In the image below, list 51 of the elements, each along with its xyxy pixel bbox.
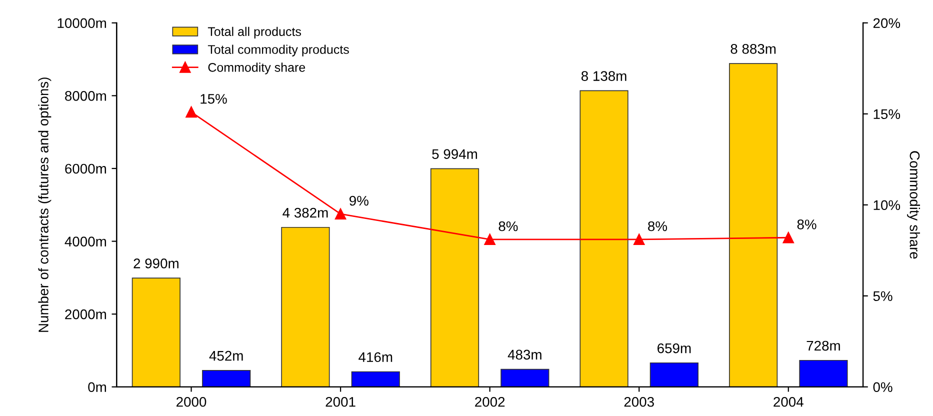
- legend-label: Total all products: [208, 26, 301, 38]
- legend-label: Commodity share: [208, 62, 306, 74]
- x-tick-label: 2003: [624, 396, 654, 407]
- y-axis-title: Number of contracts (futures and options): [38, 78, 52, 332]
- y-tick-label: 8000m: [65, 91, 106, 101]
- legend-label: Total commodity products: [208, 44, 349, 56]
- bar: [729, 63, 778, 387]
- y2-tick-label: 5%: [873, 291, 892, 302]
- data-label: 452m: [209, 350, 243, 361]
- point: [186, 106, 197, 118]
- bar: [132, 278, 180, 387]
- data-label: 4 382m: [282, 208, 328, 218]
- y-tick-label: 10000m: [58, 18, 106, 28]
- y-tick-label: 6000m: [65, 164, 106, 174]
- x-tick-label: 2000: [176, 396, 206, 407]
- point: [634, 234, 645, 246]
- y2-tick-label: 10%: [874, 200, 900, 210]
- y2-tick-label: 0%: [873, 382, 892, 392]
- y2-axis-title: Commodity share: [907, 151, 920, 259]
- bar: [351, 371, 400, 387]
- data-label: 5 994m: [432, 149, 477, 160]
- bar: [430, 168, 480, 387]
- data-label: 8%: [498, 221, 518, 232]
- x-tick-label: 2001: [326, 396, 356, 407]
- data-label: 8%: [648, 221, 668, 232]
- x-tick-label: 2004: [774, 396, 804, 407]
- y2-tick-label: 20%: [873, 18, 900, 28]
- data-label: 2 990m: [134, 258, 178, 268]
- data-label: 8 883m: [730, 44, 776, 54]
- data-label: 483m: [508, 350, 542, 360]
- bar: [202, 370, 251, 387]
- data-label: 8%: [797, 220, 816, 230]
- x-tick-label: 2002: [475, 396, 505, 407]
- bar: [580, 90, 628, 387]
- y-tick-label: 0m: [88, 382, 106, 392]
- y-tick-label: 4000m: [64, 236, 106, 246]
- data-label: 416m: [358, 352, 392, 362]
- data-label: 15%: [200, 94, 227, 104]
- y2-tick-label: 15%: [874, 109, 900, 120]
- point: [782, 232, 794, 244]
- data-label: 659m: [658, 343, 691, 354]
- data-label: 9%: [350, 196, 368, 206]
- point: [484, 234, 496, 246]
- bar: [799, 360, 848, 387]
- point: [334, 208, 346, 220]
- bar: [281, 226, 330, 387]
- bar: [500, 368, 550, 387]
- bar: [650, 362, 698, 387]
- data-label: 8 138m: [581, 71, 626, 81]
- data-label: 728m: [806, 340, 840, 351]
- y-tick-label: 2000m: [65, 309, 106, 320]
